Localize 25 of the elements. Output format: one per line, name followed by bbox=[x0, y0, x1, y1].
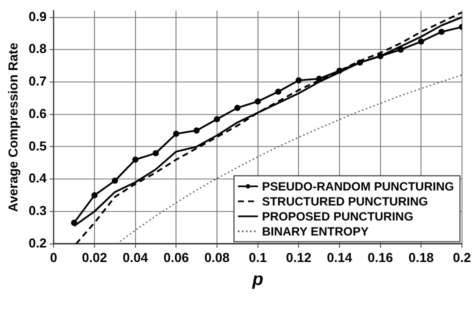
legend-label: STRUCTURED PUNCTURING bbox=[262, 194, 428, 209]
x-tick-label: 0.06 bbox=[164, 250, 189, 266]
x-tick-label: 0.04 bbox=[122, 250, 149, 266]
x-tick-label: 0.14 bbox=[326, 250, 353, 266]
y-tick-label: 0.5 bbox=[28, 138, 47, 154]
x-tick-label: 0.16 bbox=[368, 250, 393, 266]
x-tick-label: 0 bbox=[50, 250, 58, 266]
x-tick-label: 0.08 bbox=[204, 250, 230, 266]
x-tick-label: 0.1 bbox=[248, 250, 267, 266]
x-tick-label: 0.2 bbox=[452, 250, 472, 266]
y-tick-label: 0.9 bbox=[28, 8, 47, 24]
x-tick-label: 0.02 bbox=[82, 250, 108, 266]
y-tick-label: 0.2 bbox=[28, 235, 47, 250]
legend-label: PSEUDO-RANDOM PUNCTURING bbox=[262, 180, 454, 194]
x-tick-label: 0.18 bbox=[408, 250, 434, 266]
y-tick-label: 0.8 bbox=[28, 41, 47, 56]
legend-label: PROPOSED PUNCTURING bbox=[262, 210, 414, 224]
legend-label: BINARY ENTROPY bbox=[262, 224, 369, 239]
y-tick-label: 0.3 bbox=[28, 203, 47, 218]
x-axis-title: p bbox=[251, 269, 264, 290]
y-tick-label: 0.4 bbox=[28, 170, 48, 186]
x-tick-label: 0.12 bbox=[286, 250, 312, 266]
y-axis-title: Average Compression Rate bbox=[5, 42, 20, 212]
y-tick-label: 0.7 bbox=[28, 74, 47, 89]
y-tick-label: 0.6 bbox=[28, 106, 47, 121]
